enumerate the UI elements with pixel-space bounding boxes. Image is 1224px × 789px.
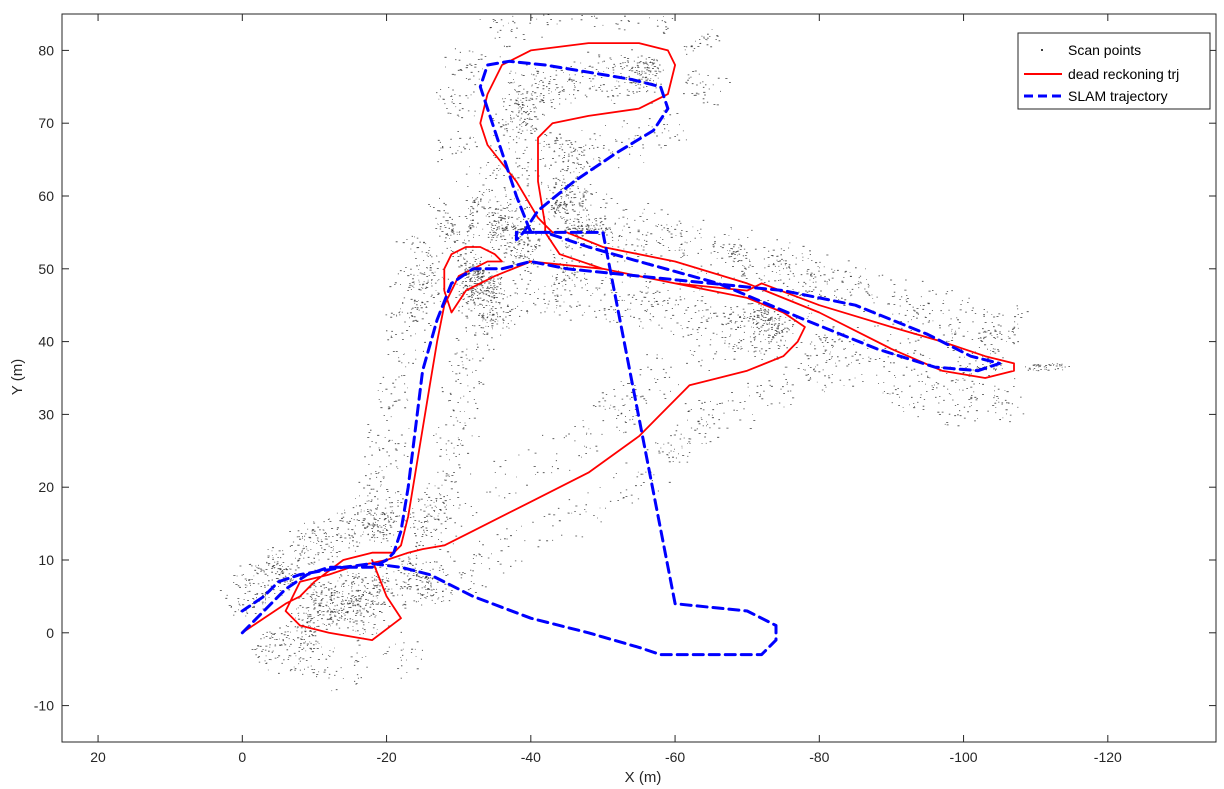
dead-reckoning-line (241, 42, 1015, 641)
axes (61, 13, 1217, 743)
x-tick-label: 0 (238, 749, 246, 765)
y-tick-label: 50 (38, 261, 54, 277)
y-tick-label: 20 (38, 479, 54, 495)
y-tick-label: 70 (38, 115, 54, 131)
legend-box (1017, 32, 1211, 110)
y-axis-ticks: -10 0 10 20 30 40 50 60 70 80 (34, 42, 1216, 714)
x-tick-label: 20 (90, 749, 106, 765)
y-tick-label: 80 (38, 42, 54, 58)
x-tick-label: -80 (809, 749, 829, 765)
legend: Scan points dead reckoning trj SLAM traj… (1017, 32, 1211, 110)
y-tick-label: 10 (38, 552, 54, 568)
legend-label-dead-reckoning: dead reckoning trj (1068, 66, 1179, 82)
y-axis-label: Y (m) (9, 359, 26, 395)
series-layer (240, 42, 1015, 657)
y-tick-label: -10 (34, 698, 54, 714)
x-tick-label: -120 (1094, 749, 1122, 765)
scan-points (219, 14, 1070, 692)
scan-points-layer (219, 14, 1070, 692)
x-axis-label: X (m) (625, 769, 662, 786)
legend-label-scan-points: Scan points (1068, 42, 1141, 58)
x-tick-label: -20 (376, 749, 396, 765)
slam-trajectory-line (240, 59, 1002, 657)
legend-marker-scan-points (1041, 49, 1043, 51)
x-axis-ticks: 20 0 -20 -40 -60 -80 -100 -120 (90, 14, 1122, 765)
y-tick-label: 0 (46, 625, 54, 641)
y-tick-label: 60 (38, 188, 54, 204)
axes-box (61, 13, 1217, 743)
y-tick-label: 40 (38, 334, 54, 350)
x-tick-label: -40 (521, 749, 541, 765)
x-tick-label: -60 (665, 749, 685, 765)
x-tick-label: -100 (950, 749, 978, 765)
legend-label-slam: SLAM trajectory (1068, 88, 1168, 104)
y-tick-label: 30 (38, 406, 54, 422)
